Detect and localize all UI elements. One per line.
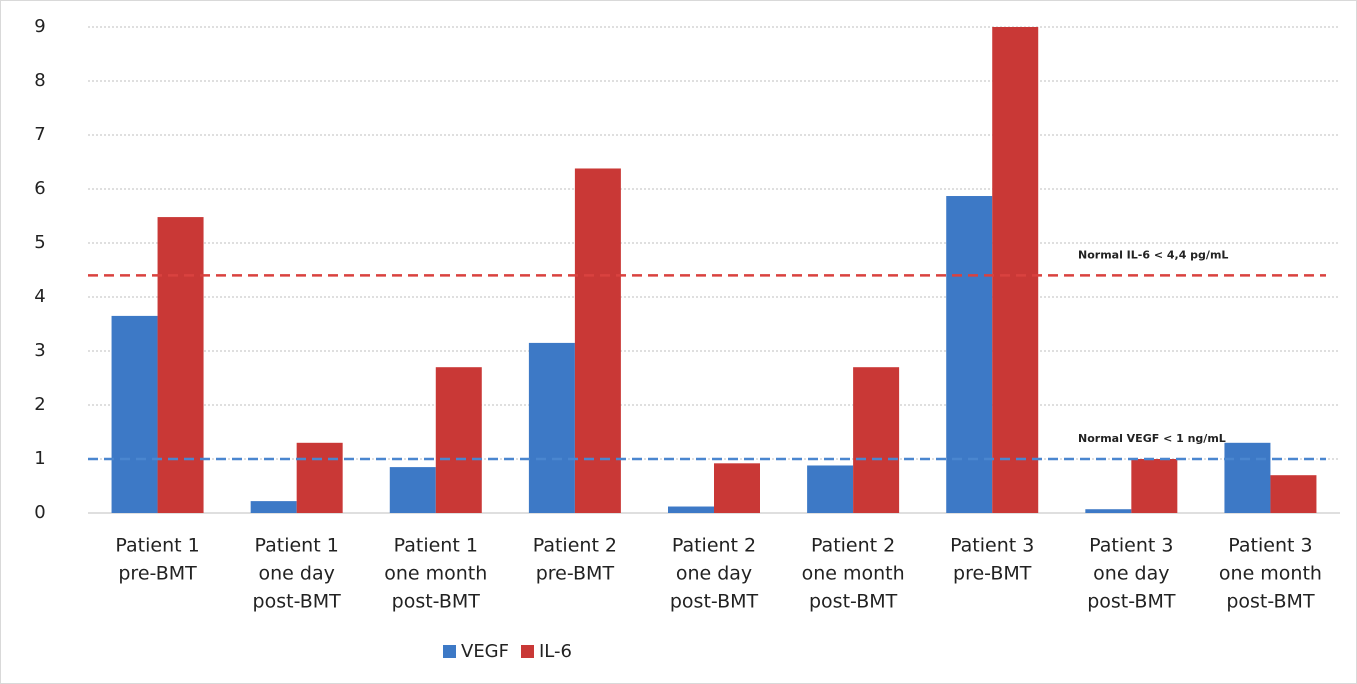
y-tick-label: 9 [34,16,45,37]
x-tick-label: pre-BMT [536,563,615,585]
y-tick-label: 4 [34,286,45,307]
bar [435,367,482,513]
bar [389,467,436,513]
x-tick-label: pre-BMT [118,563,197,585]
x-tick-label: Patient 1 [255,535,339,557]
x-tick-label: Patient 3 [950,535,1034,557]
bar [1131,459,1178,513]
bar [992,27,1039,513]
bar [1085,509,1132,513]
legend-label: VEGF [461,641,509,662]
x-tick-label: Patient 3 [1228,535,1312,557]
bar [157,217,204,513]
legend-swatch [521,645,534,658]
x-tick-label: Patient 2 [672,535,756,557]
x-tick-label: Patient 2 [533,535,617,557]
bar [1270,475,1317,513]
y-tick-label: 5 [34,232,45,253]
legend-swatch [443,645,456,658]
bar [714,463,760,513]
x-tick-label: one month [384,563,487,585]
bar [807,465,854,513]
reference-label: Normal VEGF < 1 ng/mL [1078,432,1226,445]
y-tick-label: 6 [34,178,45,199]
bar [668,506,714,513]
x-tick-label: Patient 3 [1089,535,1173,557]
x-tick-label: Patient 1 [115,535,199,557]
y-tick-label: 0 [34,502,45,523]
x-tick-label: Patient 1 [394,535,478,557]
x-tick-label: post-BMT [392,591,481,613]
x-tick-label: post-BMT [1226,591,1315,613]
x-tick-label: post-BMT [809,591,898,613]
y-tick-label: 3 [34,340,45,361]
bar [574,168,621,514]
x-tick-label: post-BMT [1087,591,1176,613]
legend-label: IL-6 [539,641,572,662]
bar [853,367,900,513]
x-tick-label: post-BMT [670,591,759,613]
bar [296,442,343,513]
x-tick-label: one day [1093,563,1169,585]
bar [250,501,297,513]
y-tick-label: 7 [34,124,45,145]
x-tick-label: pre-BMT [953,563,1032,585]
y-tick-label: 2 [34,394,45,415]
x-tick-label: post-BMT [253,591,342,613]
y-tick-label: 1 [34,448,45,469]
reference-label: Normal IL-6 < 4,4 pg/mL [1078,248,1228,261]
x-tick-label: one month [1219,563,1322,585]
bar [528,342,575,513]
x-tick-label: one day [258,563,334,585]
bar [946,196,993,513]
bar [111,315,158,513]
x-tick-label: one day [676,563,752,585]
x-tick-label: Patient 2 [811,535,895,557]
x-tick-label: one month [802,563,905,585]
y-tick-label: 8 [34,70,45,91]
bar [1224,442,1271,513]
